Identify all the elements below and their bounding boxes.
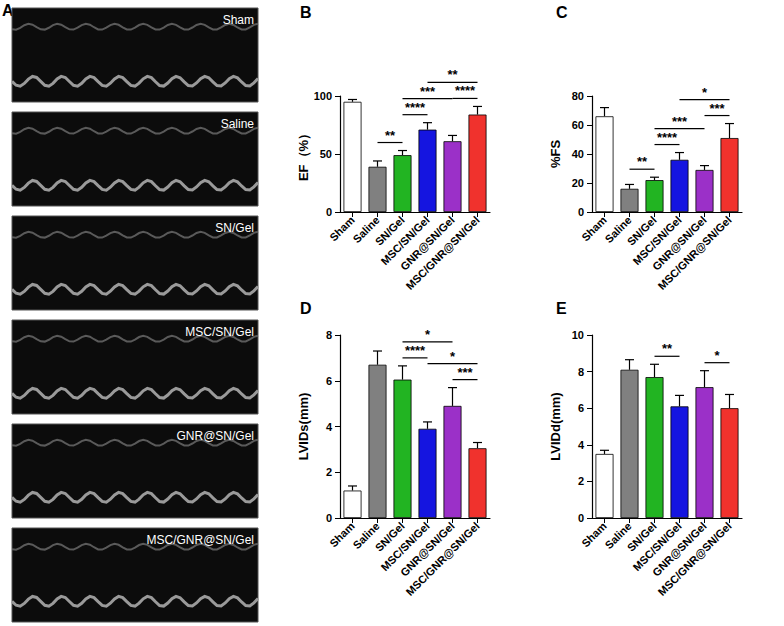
svg-text:***: *** — [672, 114, 688, 129]
svg-text:2: 2 — [326, 466, 332, 478]
svg-text:10: 10 — [572, 329, 584, 341]
svg-text:MSC/GNR@SN/Gel: MSC/GNR@SN/Gel — [404, 214, 482, 292]
svg-text:MSC/GNR@SN/Gel: MSC/GNR@SN/Gel — [656, 520, 734, 598]
svg-text:****: **** — [405, 100, 426, 115]
svg-text:LVIDs(mm): LVIDs(mm) — [296, 393, 311, 461]
svg-text:Saline: Saline — [221, 117, 255, 131]
svg-text:100: 100 — [314, 90, 332, 102]
svg-text:%FS: %FS — [548, 140, 563, 169]
svg-text:*: * — [714, 348, 720, 363]
svg-text:Sham: Sham — [327, 213, 357, 244]
svg-text:MSC/SN/Gel: MSC/SN/Gel — [185, 325, 254, 339]
svg-text:****: **** — [405, 343, 426, 358]
svg-text:Saline: Saline — [350, 213, 382, 246]
svg-text:Sham: Sham — [579, 519, 609, 550]
svg-text:**: ** — [637, 154, 648, 169]
svg-text:Sham: Sham — [327, 519, 357, 550]
svg-text:0: 0 — [326, 206, 332, 218]
svg-text:E: E — [556, 300, 567, 317]
svg-text:MSC/GNR@SN/Gel: MSC/GNR@SN/Gel — [656, 214, 734, 292]
svg-text:2: 2 — [578, 475, 584, 487]
svg-text:8: 8 — [326, 329, 332, 341]
svg-text:6: 6 — [578, 402, 584, 414]
svg-text:****: **** — [657, 130, 678, 145]
svg-text:***: *** — [457, 365, 473, 380]
svg-text:0: 0 — [578, 512, 584, 524]
svg-text:SN/Gel: SN/Gel — [372, 519, 407, 554]
svg-text:SN/Gel: SN/Gel — [624, 519, 659, 554]
svg-text:**: ** — [447, 67, 458, 82]
svg-text:MSC/SN/Gel: MSC/SN/Gel — [630, 213, 684, 268]
svg-text:A: A — [2, 1, 14, 19]
svg-text:EF（%）: EF（%） — [296, 127, 311, 181]
svg-text:6: 6 — [326, 375, 332, 387]
svg-text:MSC/GNR@SN/Gel: MSC/GNR@SN/Gel — [404, 520, 482, 598]
svg-text:4: 4 — [326, 421, 333, 433]
svg-text:MSC/SN/Gel: MSC/SN/Gel — [630, 519, 684, 574]
svg-text:LVIDd(mm): LVIDd(mm) — [548, 392, 563, 460]
svg-text:SN/Gel: SN/Gel — [215, 221, 254, 235]
svg-text:GNR@SN/Gel: GNR@SN/Gel — [176, 429, 254, 443]
svg-text:MSC/GNR@SN/Gel: MSC/GNR@SN/Gel — [146, 533, 254, 547]
svg-text:4: 4 — [578, 439, 585, 451]
svg-text:MSC/SN/Gel: MSC/SN/Gel — [378, 519, 432, 574]
svg-text:8: 8 — [578, 366, 584, 378]
svg-text:C: C — [556, 4, 568, 21]
svg-text:20: 20 — [572, 177, 584, 189]
svg-text:Saline: Saline — [602, 213, 634, 246]
svg-text:**: ** — [385, 128, 396, 143]
svg-text:***: *** — [420, 84, 436, 99]
svg-text:0: 0 — [326, 512, 332, 524]
svg-text:0: 0 — [578, 206, 584, 218]
svg-text:*: * — [450, 349, 456, 364]
svg-text:*: * — [702, 85, 708, 100]
svg-text:B: B — [300, 4, 312, 21]
svg-text:Saline: Saline — [350, 519, 382, 552]
svg-text:Saline: Saline — [602, 519, 634, 552]
svg-text:**: ** — [662, 341, 673, 356]
svg-text:SN/Gel: SN/Gel — [624, 213, 659, 248]
svg-text:40: 40 — [572, 148, 584, 160]
svg-text:****: **** — [455, 83, 476, 98]
svg-text:Sham: Sham — [223, 13, 254, 27]
svg-text:MSC/SN/Gel: MSC/SN/Gel — [378, 213, 432, 268]
svg-text:50: 50 — [320, 148, 332, 160]
svg-text:***: *** — [709, 101, 725, 116]
svg-text:D: D — [300, 300, 312, 317]
svg-text:*: * — [425, 327, 431, 342]
svg-text:80: 80 — [572, 90, 584, 102]
svg-text:60: 60 — [572, 119, 584, 131]
svg-text:Sham: Sham — [579, 213, 609, 244]
svg-text:SN/Gel: SN/Gel — [372, 213, 407, 248]
